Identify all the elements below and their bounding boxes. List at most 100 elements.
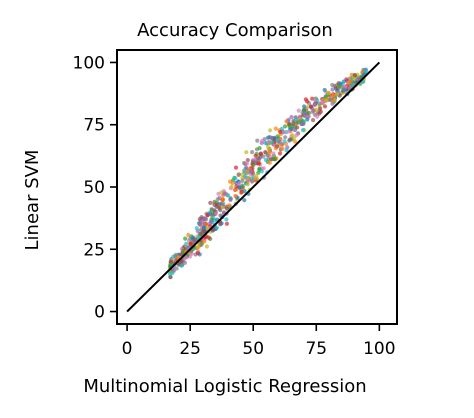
scatter-point: [217, 206, 222, 211]
scatter-point: [234, 187, 239, 192]
scatter-point: [244, 165, 249, 170]
scatter-point: [183, 236, 188, 241]
scatter-point: [271, 151, 276, 156]
scatter-point: [248, 169, 253, 174]
scatter-point: [196, 244, 201, 250]
scatter-point: [306, 110, 312, 115]
scatter-point: [210, 228, 215, 233]
scatter-point: [313, 97, 318, 102]
scatter-point: [350, 82, 355, 88]
scatter-point: [279, 126, 284, 131]
scatter-point: [197, 217, 202, 222]
scatter-point: [266, 139, 271, 145]
scatter-point: [224, 206, 229, 211]
scatter-point: [300, 110, 305, 116]
scatter-point: [267, 160, 272, 165]
scatter-point: [197, 222, 202, 227]
scatter-point: [281, 130, 286, 135]
scatter-point: [318, 106, 323, 111]
scatter-point: [274, 144, 280, 149]
scatter-point: [242, 198, 247, 203]
scatter-point: [189, 251, 194, 256]
scatter-point: [295, 125, 300, 130]
scatter-point: [270, 140, 275, 145]
scatter-point: [240, 178, 245, 183]
scatter-point: [277, 139, 282, 145]
scatter-point: [289, 115, 294, 120]
scatter-point: [311, 118, 316, 123]
chart-title: Accuracy Comparison: [137, 20, 333, 41]
scatter-point: [245, 170, 250, 175]
scatter-point: [260, 138, 265, 143]
scatter-point: [209, 212, 214, 217]
scatter-point: [277, 151, 283, 156]
scatter-point: [331, 93, 336, 98]
scatter-point: [184, 241, 189, 246]
scatter-point: [273, 126, 278, 131]
x-axis-ticks: 0 25 50 75 100: [122, 324, 396, 359]
scatter-point: [201, 225, 207, 230]
scatter-point: [233, 165, 239, 170]
scatter-point: [312, 102, 317, 107]
x-axis-label: Multinomial Logistic Regression: [83, 376, 366, 397]
scatter-point: [322, 104, 328, 109]
scatter-point: [200, 220, 205, 225]
scatter-point: [280, 146, 285, 151]
scatter-point: [244, 161, 250, 166]
scatter-point: [188, 241, 193, 246]
scatter-point: [269, 135, 274, 141]
scatter-point: [215, 197, 220, 202]
scatter-point: [213, 211, 219, 216]
scatter-point: [236, 172, 241, 177]
scatter-point: [233, 176, 238, 181]
scatter-point: [224, 217, 229, 222]
scatter-point: [204, 244, 209, 249]
scatter-point: [292, 139, 297, 144]
y-tick-label: 100: [73, 53, 105, 73]
scatter-point: [220, 205, 225, 210]
scatter-point: [265, 153, 270, 158]
scatter-point: [206, 235, 211, 240]
scatter-point: [253, 176, 258, 181]
scatter-point: [228, 197, 233, 202]
scatter-point: [263, 157, 268, 162]
scatter-point: [186, 232, 191, 238]
identity-reference-line: [126, 61, 381, 313]
scatter-point: [205, 226, 210, 231]
scatter-point: [331, 98, 336, 103]
scatter-point: [227, 203, 232, 208]
scatter-point: [300, 121, 305, 126]
scatter-point: [245, 158, 250, 163]
scatter-point: [305, 117, 310, 122]
scatter-point: [198, 231, 203, 236]
x-tick-label: 25: [179, 339, 201, 359]
scatter-point: [199, 242, 204, 247]
scatter-point: [208, 219, 213, 224]
scatter-point: [273, 157, 278, 162]
scatter-point: [219, 190, 224, 195]
scatter-point: [195, 251, 200, 256]
scatter-point: [225, 193, 231, 198]
scatter-point: [297, 116, 302, 121]
scatter-point: [208, 200, 213, 205]
scatter-point: [240, 183, 245, 188]
scatter-point: [250, 150, 255, 155]
scatter-point: [341, 87, 346, 92]
x-tick-label: 100: [363, 339, 395, 359]
scatter-point: [256, 170, 261, 175]
scatter-point: [296, 108, 301, 113]
scatter-point: [302, 104, 307, 109]
scatter-point: [266, 135, 271, 140]
scatter-point: [239, 189, 244, 195]
scatter-point: [284, 119, 289, 124]
plot-area: [117, 50, 397, 324]
scatter-point: [253, 153, 258, 158]
scatter-point: [246, 178, 251, 183]
scatter-point: [173, 254, 178, 259]
scatter-points: [167, 67, 369, 280]
scatter-point: [352, 73, 358, 78]
y-tick-label: 25: [83, 240, 105, 260]
scatter-point: [259, 169, 264, 174]
scatter-point: [294, 132, 299, 137]
scatter-point: [256, 156, 261, 161]
